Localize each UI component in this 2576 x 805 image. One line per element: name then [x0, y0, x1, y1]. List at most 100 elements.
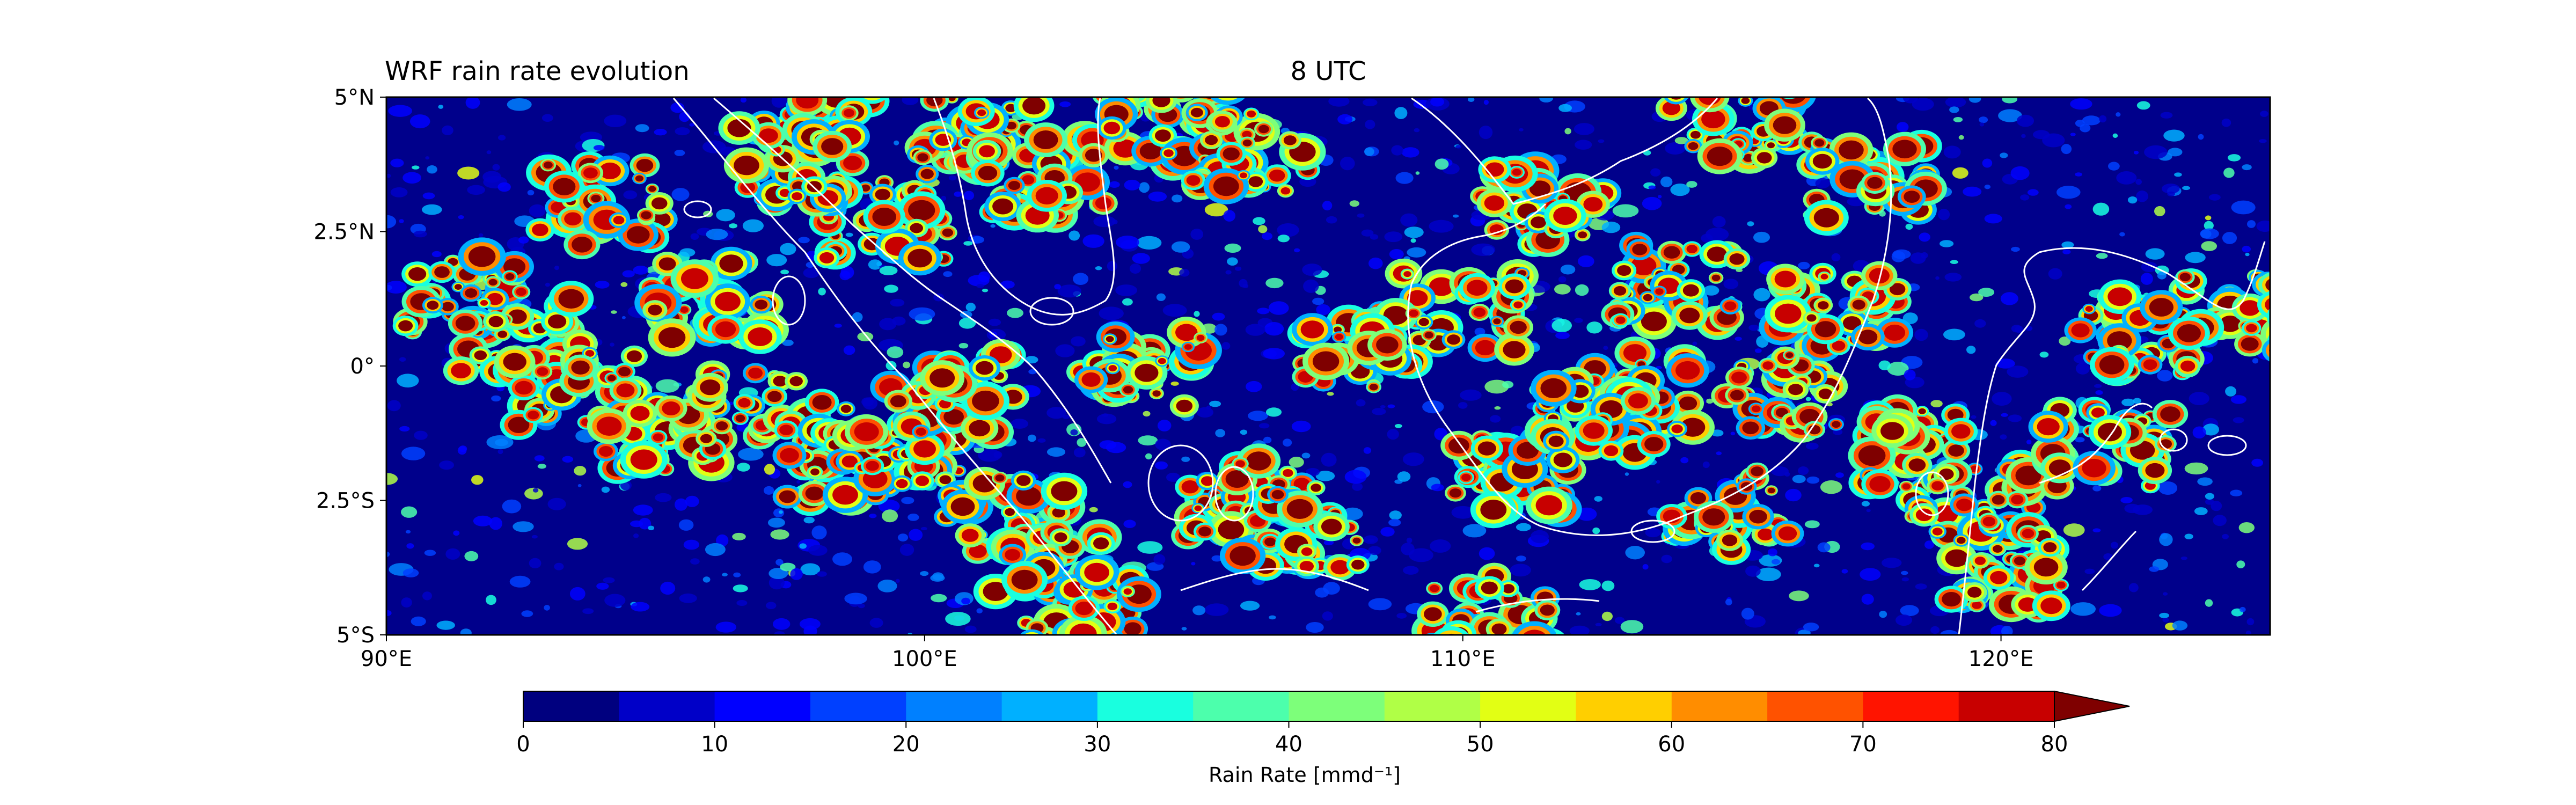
rain-cell: [1603, 346, 1608, 350]
rain-core: [2265, 298, 2270, 312]
rain-cell: [798, 237, 810, 244]
rain-cell: [2096, 253, 2108, 259]
rain-cell: [2063, 523, 2085, 537]
rain-cell: [621, 316, 626, 319]
rain-cell: [1574, 318, 1583, 323]
rain-core: [1529, 180, 1551, 197]
rain-cell: [705, 543, 726, 557]
rain-core: [662, 401, 680, 415]
rain-cell: [387, 400, 401, 412]
rain-cell: [2205, 599, 2213, 607]
rain-core: [2298, 316, 2308, 323]
rain-cell: [954, 191, 962, 197]
rain-cell: [2168, 148, 2183, 157]
rain-cell: [733, 572, 741, 577]
rain-cell: [1430, 539, 1451, 553]
rain-cell: [1660, 176, 1673, 187]
rain-core: [497, 331, 508, 338]
rain-core: [508, 309, 527, 324]
rain-cell: [436, 620, 455, 630]
rain-cell: [1901, 577, 1909, 582]
rain-cell: [679, 593, 697, 603]
rain-cell: [1748, 325, 1759, 331]
rain-cell: [1490, 415, 1501, 423]
rain-cell: [2159, 612, 2170, 618]
rain-halo: [850, 77, 868, 92]
rain-cell: [1389, 510, 1402, 520]
rain-cell: [1860, 568, 1881, 581]
rain-cell: [532, 488, 539, 493]
rain-cell: [2172, 620, 2188, 631]
rain-core: [487, 292, 503, 305]
rain-halo: [1210, 97, 1246, 105]
rain-cell: [2082, 115, 2101, 126]
rain-cell: [2070, 133, 2076, 136]
rain-core: [1751, 466, 1764, 477]
rain-cell: [2059, 336, 2071, 346]
rain-core: [1842, 316, 1861, 331]
rain-cell: [486, 595, 496, 605]
rain-core: [1690, 130, 1701, 139]
rain-cell: [808, 545, 828, 556]
rain-cell: [654, 129, 667, 136]
rain-cell: [1576, 612, 1581, 616]
rain-core: [398, 320, 413, 332]
rain-cell: [2205, 499, 2214, 505]
rain-cell: [869, 618, 883, 628]
rain-core: [1548, 435, 1564, 447]
rain-cell: [2182, 186, 2191, 191]
rain-core: [1767, 142, 1775, 149]
rain-cell: [1028, 434, 1036, 442]
rain-core: [1214, 116, 1230, 128]
rain-cell: [1519, 128, 1524, 131]
rain-cell: [411, 616, 426, 626]
rain-cell: [1148, 191, 1167, 202]
rain-cell: [1804, 520, 1820, 529]
rain-cell: [1368, 538, 1374, 543]
rain-core: [1503, 341, 1526, 358]
rain-core: [1155, 129, 1171, 142]
rain-cell: [1753, 231, 1770, 243]
rain-cell: [1245, 324, 1265, 336]
rain-core: [2265, 279, 2270, 291]
rain-cell: [544, 605, 550, 611]
rain-core: [1052, 507, 1066, 518]
rain-cell: [2157, 272, 2167, 280]
rain-cell: [648, 525, 655, 531]
rain-cell: [603, 577, 615, 583]
rain-cell: [1157, 420, 1172, 431]
rain-cell: [1403, 566, 1419, 575]
rain-cell: [895, 579, 900, 583]
rain-cell: [887, 346, 904, 358]
rain-core: [1016, 486, 1041, 506]
map-panel: 90°E 100°E 110°E 120°E5°N2.5°N0°2.5°S5°S: [313, 77, 2308, 671]
rain-cell: [675, 498, 687, 511]
rain-cell: [457, 446, 467, 455]
rain-cell: [1365, 120, 1375, 129]
rain-core: [992, 198, 1014, 215]
rain-cell: [1170, 381, 1179, 386]
rain-cell: [545, 282, 550, 287]
rain-cell: [2026, 440, 2032, 444]
rain-cell: [1612, 204, 1639, 218]
rain-cell: [2259, 139, 2267, 143]
rain-cell: [1435, 158, 1449, 170]
rain-cell: [595, 281, 610, 289]
rain-core: [2177, 324, 2201, 342]
rain-cell: [2128, 583, 2139, 592]
rain-cell: [577, 484, 582, 487]
rain-cell: [901, 496, 914, 504]
rain-cell: [2197, 477, 2213, 486]
rain-core: [1011, 569, 1038, 590]
rain-core: [1820, 274, 1828, 280]
rain-core: [1663, 246, 1680, 259]
rain-cell: [569, 587, 586, 601]
rain-cell: [1123, 481, 1132, 488]
rain-core: [1218, 519, 1245, 540]
rain-cell: [1315, 471, 1335, 481]
rain-cell: [582, 608, 594, 614]
rain-cell: [1615, 617, 1625, 624]
rain-cell: [1558, 276, 1567, 283]
rain-halo: [1143, 80, 1162, 96]
rain-cell: [1394, 424, 1402, 428]
